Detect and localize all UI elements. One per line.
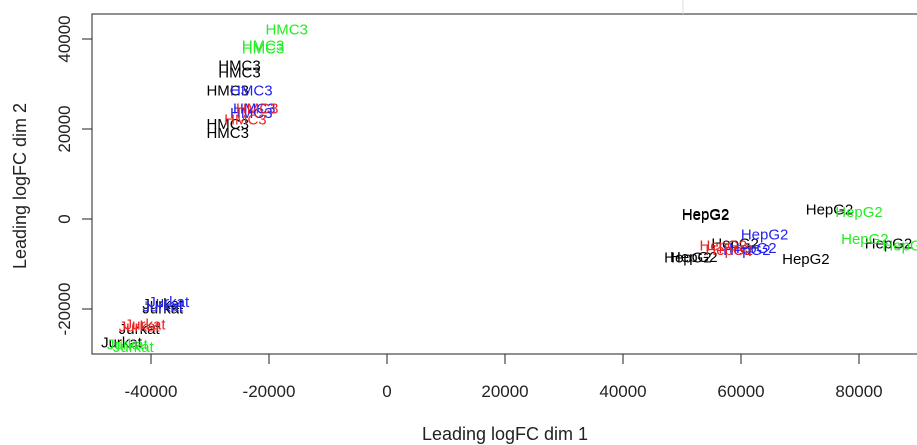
point-label-hmc3: HMC3	[236, 100, 279, 117]
point-label-hepg2: HepG2	[806, 202, 854, 219]
point-label-hepg2: HepG2	[705, 242, 753, 259]
x-tick-label: 40000	[599, 382, 646, 401]
point-label-hmc3: HMC3	[230, 82, 273, 99]
point-label-hmc3: HMC3	[242, 37, 285, 54]
point-label-hepg2: HepG2	[670, 249, 718, 266]
point-label-hepg2: HepG2	[664, 250, 712, 267]
point-label-hepg2: HepG2	[741, 226, 789, 243]
point-label-hepg2: HepG2	[682, 206, 730, 223]
point-label-jurkat: Jurkat	[142, 298, 184, 315]
point-label-hmc3: HMC3	[230, 105, 273, 122]
point-label-jurkat: Jurkat	[119, 319, 161, 336]
x-tick-label: -40000	[125, 382, 178, 401]
x-tick-label: 60000	[717, 382, 764, 401]
y-axis-label: Leading logFC dim 2	[10, 103, 30, 269]
point-label-hepg2: HepG2	[723, 242, 771, 259]
point-label-jurkat: Jurkat	[107, 337, 149, 354]
y-tick-label: 40000	[55, 15, 74, 62]
point-label-hmc3: HMC3	[265, 22, 308, 39]
y-axis: -20000 0 20000 40000	[55, 15, 93, 336]
point-label-hepg2: HepG2	[682, 207, 730, 224]
point-label-hepg2: HepG2	[729, 240, 777, 257]
point-label-hepg2: HepG2	[865, 235, 913, 252]
point-label-hmc3: HMC3	[242, 40, 285, 57]
point-label-hepg2: HepG2	[841, 231, 889, 248]
point-label-hmc3: HMC3	[224, 112, 267, 129]
point-label-hmc3: HMC3	[218, 64, 261, 81]
point-label-hepg2: HepG2	[882, 238, 917, 255]
point-label-hmc3: HMC3	[233, 100, 276, 117]
point-label-hmc3: HMC3	[218, 58, 261, 75]
x-tick-label: 0	[382, 382, 391, 401]
x-tick-label: 80000	[835, 382, 882, 401]
x-tick-label: 20000	[481, 382, 528, 401]
point-label-jurkat: Jurkat	[142, 296, 184, 313]
y-tick-label: 0	[55, 214, 74, 223]
point-label-hepg2: HepG2	[782, 251, 830, 268]
point-label-jurkat: Jurkat	[148, 294, 190, 311]
point-label-hmc3: HMC3	[206, 116, 249, 133]
y-tick-label: -20000	[55, 283, 74, 336]
point-label-hmc3: HMC3	[206, 125, 249, 142]
point-label-hepg2: HepG2	[700, 238, 748, 255]
point-label-jurkat: Jurkat	[101, 334, 143, 351]
point-label-jurkat: Jurkat	[142, 301, 184, 318]
point-label-jurkat: Jurkat	[125, 316, 167, 333]
x-axis-label: Leading logFC dim 1	[422, 424, 588, 444]
point-label-hmc3: HMC3	[206, 82, 249, 99]
x-tick-label: -20000	[243, 382, 296, 401]
point-label-hepg2: HepG2	[835, 204, 883, 221]
x-axis: -40000 -20000 0 20000 40000 60000 80000	[125, 353, 883, 401]
y-tick-label: 20000	[55, 105, 74, 152]
point-label-jurkat: Jurkat	[113, 339, 155, 356]
point-label-hepg2: HepG2	[711, 235, 759, 252]
point-label-jurkat: Jurkat	[119, 321, 161, 338]
